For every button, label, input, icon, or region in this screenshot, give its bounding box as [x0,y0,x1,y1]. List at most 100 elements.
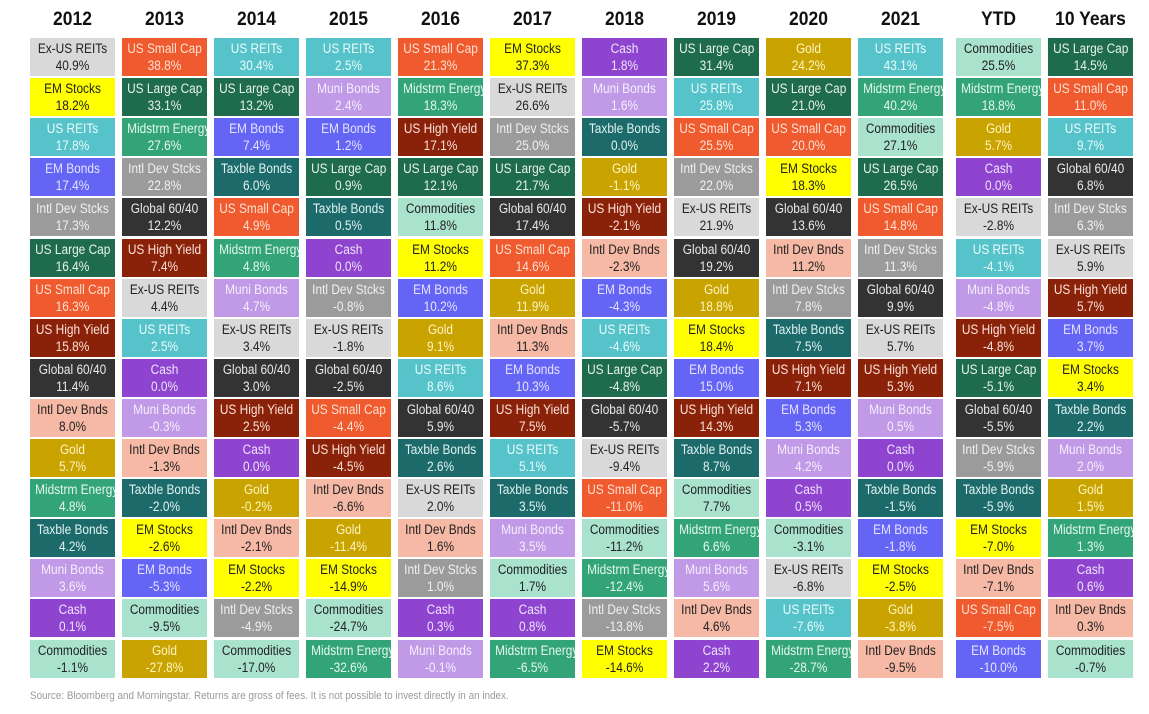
return-cell: Global 60/40 -2.5% [306,358,391,399]
asset-name: Muni Bonds [1059,442,1122,457]
asset-name: Commodities [497,562,568,578]
asset-name: US Large Cap [1053,41,1129,56]
return-value: 2.2% [1076,418,1105,434]
asset-name: US Large Cap [35,241,111,257]
asset-name: US High Yield [311,442,386,457]
return-cell: US REITs -4.6% [582,318,667,359]
return-cell: Ex-US REITs -6.8% [766,559,851,600]
column-header: YTD [981,9,1016,30]
column-header: 2020 [789,9,828,30]
return-cell: Taxble Bonds 8.7% [674,439,759,480]
return-cell: US High Yield 14.3% [674,398,759,439]
asset-name: US Small Cap [863,201,938,217]
return-cell: Commodities -0.7% [1048,639,1133,680]
return-value: 13.2% [239,98,274,114]
asset-name: EM Bonds [781,401,836,417]
return-cell: Gold 9.1% [398,318,483,359]
return-cell: US REITs 25.8% [674,78,759,119]
return-cell: Intl Dev Bnds 11.2% [766,238,851,279]
asset-name: Muni Bonds [501,522,564,538]
return-value: 0.5% [794,499,823,515]
asset-name: Intl Dev Bnds [313,482,384,498]
return-cell: US High Yield -4.5% [306,439,391,480]
return-cell: Commodities -1.1% [30,639,115,680]
return-value: 2.6% [426,459,455,474]
return-value: 0.0% [150,378,179,394]
return-cell: Intl Dev Stcks 6.3% [1048,198,1133,239]
return-value: 8.6% [426,378,455,394]
asset-name: US Large Cap [403,161,479,177]
return-value: 25.8% [699,98,734,114]
return-cell: Gold 5.7% [30,439,115,480]
return-cell: Global 60/40 11.4% [30,358,115,399]
return-cell: Intl Dev Bnds -2.3% [582,238,667,279]
return-value: -4.6% [608,338,641,354]
return-value: 9.7% [1076,138,1105,154]
column-header: 2019 [697,9,736,30]
asset-name: Midstrm Energy [35,482,115,498]
return-cell: Muni Bonds 3.5% [490,519,575,560]
return-value: 3.5% [518,539,547,555]
return-cell: Intl Dev Stcks -13.8% [582,599,667,640]
asset-name: Ex-US REITs [405,482,476,498]
return-cell: Taxble Bonds 7.5% [766,318,851,359]
asset-name: US Small Cap [1053,81,1128,97]
asset-name: Intl Dev Stcks [220,602,293,618]
return-cell: Global 60/40 5.9% [398,398,483,439]
return-value: -27.8% [145,659,184,675]
return-value: 18.4% [699,338,734,354]
return-cell: US High Yield 2.5% [214,398,299,439]
return-value: -0.3% [148,418,181,434]
return-value: -7.1% [982,579,1015,595]
return-value: 2.4% [334,98,363,114]
column-header: 10 Years [1055,9,1126,30]
asset-name: Ex-US REITs [963,201,1034,217]
asset-name: US Small Cap [771,121,846,137]
asset-name: Gold [335,522,362,538]
asset-name: Gold [427,321,454,337]
column-header: 2016 [421,9,460,30]
asset-name: EM Bonds [597,281,652,297]
return-cell: Midstrm Energy -28.7% [766,639,851,680]
asset-name: US Large Cap [495,161,571,177]
return-cell: US Large Cap 33.1% [122,78,207,119]
asset-name: EM Stocks [970,522,1027,538]
asset-name: Commodities [773,522,844,538]
return-value: 15.0% [699,378,734,394]
return-value: 5.3% [794,418,823,434]
return-value: 3.4% [1076,378,1105,394]
return-cell: EM Bonds 10.2% [398,278,483,319]
return-value: 17.4% [515,218,550,234]
asset-name: Cash [426,602,455,618]
return-cell: Commodities -24.7% [306,599,391,640]
return-cell: Muni Bonds -0.3% [122,398,207,439]
asset-name: Midstrm Energy [403,81,483,97]
return-value: 14.5% [1073,58,1108,73]
asset-name: Ex-US REITs [681,201,752,217]
return-cell: EM Stocks 18.4% [674,318,759,359]
return-value: 4.2% [794,459,823,474]
asset-name: EM Stocks [136,522,193,538]
asset-name: US Large Cap [863,161,939,177]
return-value: -3.8% [884,619,917,635]
return-value: -10.0% [979,659,1018,675]
return-value: -5.5% [982,418,1015,434]
return-cell: Midstrm Energy -32.6% [306,639,391,680]
asset-name: Cash [794,482,823,498]
return-value: 37.3% [515,58,550,73]
return-value: -5.3% [148,579,181,595]
return-value: 3.6% [58,579,87,595]
return-cell: US Large Cap 21.7% [490,158,575,199]
return-cell: Cash 0.0% [306,238,391,279]
return-cell: Commodities 25.5% [956,38,1041,79]
asset-name: EM Bonds [321,121,376,137]
return-cell: Taxble Bonds 4.2% [30,519,115,560]
return-value: 0.0% [886,459,915,474]
asset-name: US High Yield [403,121,478,137]
return-value: -4.5% [332,459,365,474]
asset-name: US Large Cap [679,41,755,56]
return-cell: US REITs 17.8% [30,118,115,159]
return-value: 10.3% [515,378,550,394]
return-value: 3.0% [242,378,271,394]
asset-name: US Small Cap [311,401,386,417]
